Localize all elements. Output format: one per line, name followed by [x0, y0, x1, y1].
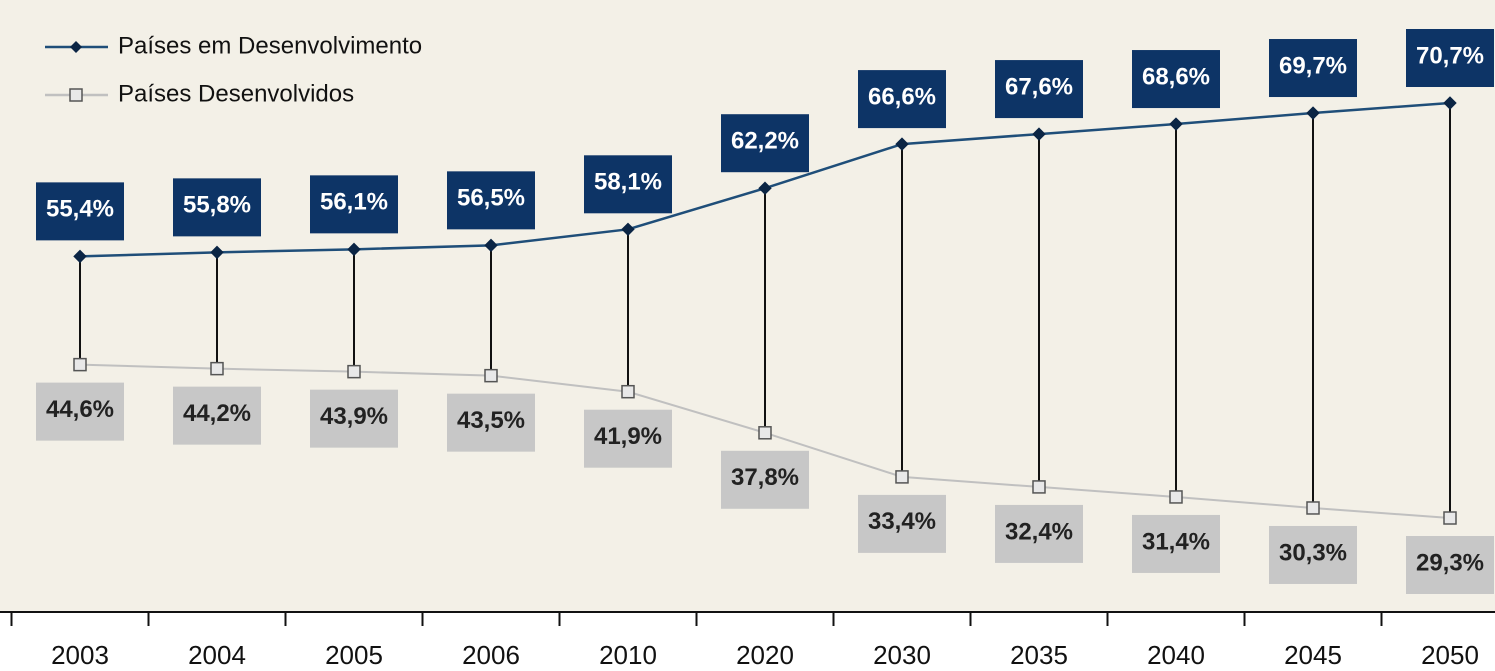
marker — [1306, 501, 1320, 515]
marker — [1169, 117, 1183, 131]
label-box — [1132, 514, 1220, 573]
label-box — [858, 70, 946, 129]
label-box — [584, 155, 672, 214]
marker — [1443, 96, 1457, 110]
x-tick-label: 2004 — [188, 640, 246, 670]
marker — [1169, 490, 1183, 504]
data-label: 44,2% — [183, 400, 251, 427]
x-tick-label: 2003 — [51, 640, 109, 670]
marker — [347, 364, 361, 379]
data-label: 58,1% — [594, 169, 662, 196]
data-label: 29,3% — [1416, 549, 1484, 576]
label-box — [1132, 50, 1220, 109]
marker — [1032, 480, 1046, 494]
data-label: 41,9% — [594, 423, 662, 450]
x-tick-label: 2005 — [325, 640, 383, 670]
data-label: 62,2% — [731, 128, 799, 155]
x-tick-label: 2035 — [1010, 640, 1068, 670]
data-label: 68,6% — [1142, 63, 1210, 90]
data-label: 70,7% — [1416, 42, 1484, 69]
x-tick-label: 2020 — [736, 640, 794, 670]
data-label: 66,6% — [868, 83, 936, 110]
data-label: 30,3% — [1279, 539, 1347, 566]
label-box — [995, 504, 1083, 563]
x-tick-label: 2045 — [1284, 640, 1342, 670]
marker — [1032, 127, 1046, 141]
label-box — [447, 393, 535, 452]
label-box — [721, 450, 809, 509]
data-label: 43,9% — [320, 403, 388, 430]
label-box — [173, 178, 261, 237]
marker — [73, 357, 87, 372]
data-label: 56,1% — [320, 189, 388, 216]
data-label: 56,5% — [457, 185, 525, 212]
data-label: 31,4% — [1142, 528, 1210, 555]
label-box — [310, 389, 398, 448]
data-label: 69,7% — [1279, 52, 1347, 79]
label-box — [721, 114, 809, 173]
data-label: 55,4% — [46, 196, 114, 223]
marker — [484, 238, 498, 253]
label-box — [1406, 536, 1494, 594]
marker — [210, 245, 224, 260]
label-box — [1269, 525, 1357, 584]
x-tick-label: 2050 — [1421, 640, 1479, 670]
legend-label: Países Desenvolvidos — [118, 80, 354, 107]
x-tick-label: 2006 — [462, 640, 520, 670]
x-tick-label: 2010 — [599, 640, 657, 670]
x-tick-label: 2030 — [873, 640, 931, 670]
data-label: 44,6% — [46, 396, 114, 423]
marker — [73, 249, 87, 264]
marker — [484, 368, 498, 383]
label-box — [36, 182, 124, 241]
marker — [758, 181, 772, 195]
legend-marker — [69, 88, 83, 102]
data-label: 32,4% — [1005, 518, 1073, 545]
marker — [895, 470, 909, 484]
legend-marker — [70, 41, 82, 53]
legend-label: Países em Desenvolvimento — [118, 32, 422, 59]
data-label: 33,4% — [868, 508, 936, 535]
label-box — [173, 386, 261, 445]
x-tick-label: 2040 — [1147, 640, 1205, 670]
marker — [621, 384, 635, 399]
label-box — [1269, 39, 1357, 98]
label-box — [36, 382, 124, 441]
data-label: 37,8% — [731, 464, 799, 491]
plot-background — [0, 0, 1495, 612]
marker — [621, 222, 635, 237]
label-box — [584, 409, 672, 468]
data-label: 67,6% — [1005, 73, 1073, 100]
marker — [758, 426, 772, 440]
data-label: 55,8% — [183, 192, 251, 219]
marker — [1306, 106, 1320, 120]
label-box — [447, 171, 535, 230]
label-box — [310, 175, 398, 234]
label-box — [995, 60, 1083, 119]
marker — [347, 242, 361, 257]
marker — [1443, 511, 1457, 525]
label-box — [1406, 29, 1494, 87]
marker — [210, 361, 224, 376]
label-box — [858, 494, 946, 553]
marker — [895, 137, 909, 151]
data-label: 43,5% — [457, 407, 525, 434]
